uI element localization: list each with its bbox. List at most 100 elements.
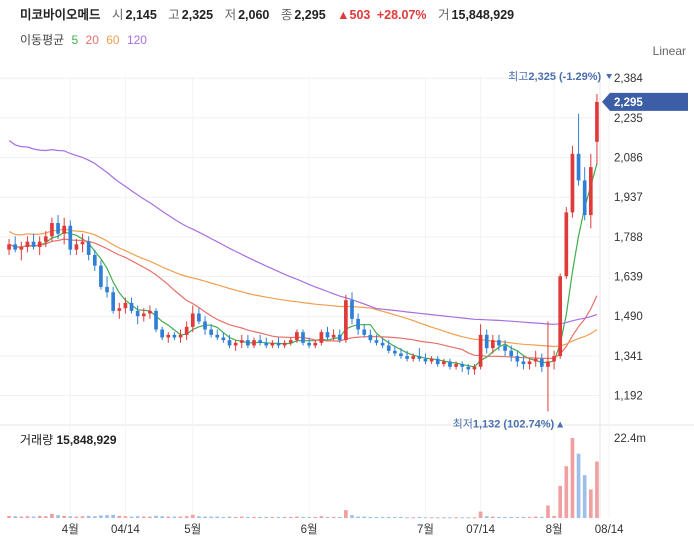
- volume-title: 거래량 15,848,929: [20, 433, 117, 447]
- candle-body: [319, 332, 324, 343]
- volume-bar: [160, 516, 164, 518]
- volume-bar: [301, 516, 305, 518]
- candle-body: [288, 340, 293, 343]
- price-tick-label: 2,086: [614, 153, 643, 165]
- candle-body: [558, 276, 563, 357]
- candle-body: [166, 334, 171, 338]
- scale-mode-button[interactable]: Linear: [652, 44, 686, 58]
- high-marker-label: 최고2,325 (-1.29%): [508, 70, 601, 83]
- volume-bar: [399, 516, 403, 518]
- volume-axis-label: 22.4m: [614, 433, 646, 445]
- volume-bar: [197, 516, 201, 518]
- candle-body: [478, 334, 483, 367]
- candle: [350, 292, 354, 325]
- candle: [215, 329, 220, 341]
- candle: [362, 324, 367, 338]
- candle: [92, 249, 97, 271]
- date-tick-label: 08/14: [595, 524, 624, 536]
- volume-bar: [313, 516, 318, 518]
- volume-bar: [435, 517, 440, 519]
- candle: [25, 236, 30, 253]
- candle: [454, 361, 458, 370]
- candle: [37, 236, 42, 255]
- volume-bar: [448, 517, 452, 519]
- volume-bar: [319, 516, 324, 518]
- candle-body: [344, 300, 348, 341]
- candle: [56, 215, 60, 240]
- volume-bar: [595, 461, 599, 518]
- volume-bar: [588, 489, 593, 518]
- candle: [252, 337, 256, 349]
- candle: [264, 337, 269, 349]
- date-tick-label: 4월: [62, 523, 79, 536]
- candle: [399, 348, 403, 359]
- last-price-tag: [602, 92, 688, 111]
- candle: [509, 345, 514, 362]
- candle-body: [37, 241, 42, 247]
- candle-body: [99, 265, 103, 287]
- candle: [313, 340, 318, 349]
- volume-bar: [276, 516, 281, 518]
- volume-bar: [80, 516, 85, 518]
- volume-bar: [350, 515, 354, 518]
- candle-body: [105, 286, 109, 293]
- candle-body: [56, 223, 60, 234]
- candle: [99, 260, 103, 290]
- candle: [148, 305, 152, 319]
- candle: [546, 321, 550, 412]
- volume-bar: [203, 516, 207, 518]
- price-tick-label: 1,192: [614, 391, 643, 403]
- candle-body: [252, 340, 256, 346]
- candle: [172, 332, 177, 341]
- candle-body: [539, 358, 544, 367]
- candle-body: [221, 337, 226, 341]
- candle: [595, 93, 599, 165]
- change-percent: +28.07%: [376, 8, 427, 22]
- candle: [337, 329, 342, 343]
- volume-bar: [405, 517, 409, 519]
- ma-120-label: 120: [126, 33, 147, 47]
- candle: [527, 358, 532, 370]
- volume-bar: [368, 516, 373, 518]
- volume-bar: [374, 516, 379, 518]
- last-price-label: 2,295: [614, 97, 643, 109]
- candle: [105, 276, 109, 298]
- volume-bar: [13, 516, 18, 518]
- volume-value: 15,848,929: [451, 8, 515, 22]
- volume-bar: [570, 438, 575, 518]
- volume-bar: [56, 515, 60, 518]
- candle: [331, 329, 336, 341]
- candle: [490, 334, 495, 354]
- price-tick-label: 1,490: [614, 311, 643, 323]
- volume-bar: [454, 517, 458, 519]
- candle: [209, 324, 213, 338]
- candle: [197, 308, 201, 325]
- candle-body: [435, 358, 440, 365]
- candle: [7, 239, 11, 255]
- candle: [135, 305, 140, 325]
- candle-body: [123, 302, 128, 309]
- candle: [178, 329, 183, 343]
- candle-body: [190, 313, 195, 327]
- candle-body: [209, 329, 213, 335]
- candle: [368, 329, 373, 343]
- candle: [582, 167, 587, 221]
- volume-bar: [515, 516, 520, 518]
- candle-body: [141, 313, 146, 317]
- candle-body: [282, 342, 287, 346]
- candle-body: [497, 340, 501, 346]
- moving-average-legend[interactable]: 이동평균 5 20 60 120: [20, 31, 151, 48]
- volume-bar: [307, 516, 311, 518]
- candle-body: [160, 329, 164, 338]
- candle-body: [576, 153, 581, 181]
- candle-body: [582, 180, 587, 216]
- candle-body: [154, 310, 158, 330]
- candle: [160, 326, 164, 341]
- stock-header: 미코바이오메드 시 2,145 고 2,325 저 2,060 종 2,295 ▲503…: [20, 4, 522, 22]
- volume-bar: [154, 515, 158, 518]
- volume-bar: [509, 516, 514, 518]
- volume-bar: [521, 516, 526, 518]
- candle-body: [129, 302, 134, 311]
- volume-bar: [558, 485, 563, 518]
